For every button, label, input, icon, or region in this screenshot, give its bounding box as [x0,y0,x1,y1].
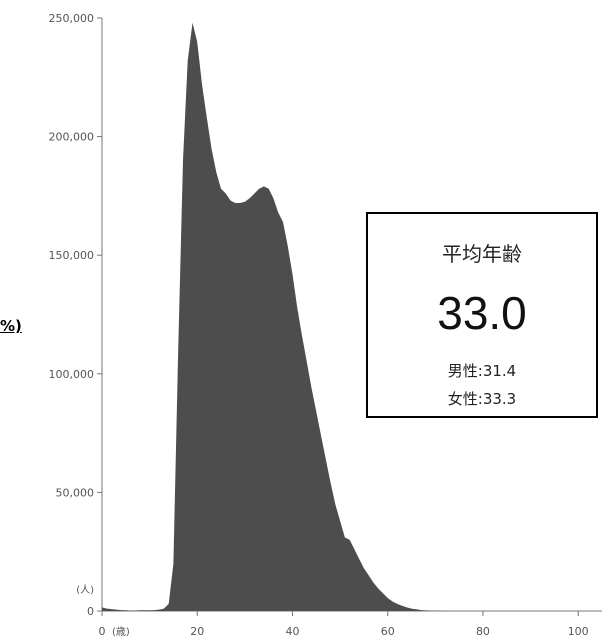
x-tick-label: 20 [190,625,204,638]
y-tick-label: 0 [87,605,94,618]
x-unit-label: (歳) [112,626,130,638]
x-tick-label: 80 [476,625,490,638]
y-tick-label: 250,000 [49,12,95,25]
average-age-title: 平均年齢 [442,242,522,266]
female-average-age: 女性:33.3 [447,390,517,408]
y-tick-label: 200,000 [49,131,95,144]
y-tick-label: 50,000 [56,486,95,499]
y-tick-label: 100,000 [49,368,95,381]
x-axis-ticks: 0 20 40 60 80 100 [99,611,589,638]
average-age-value: 33.0 [437,287,527,339]
x-tick-label: 0 [99,625,106,638]
x-tick-label: 100 [568,625,589,638]
male-average-age: 男性:31.4 [447,362,517,380]
y-axis-ticks: 0 50,000 100,000 150,000 200,000 250,000 [49,12,102,618]
y-tick-label: 150,000 [49,249,95,262]
average-age-box: 平均年齢 33.0 男性:31.4 女性:33.3 [366,212,598,418]
population-area [102,22,602,611]
x-tick-label: 40 [285,625,299,638]
y-unit-label: (人) [76,584,94,596]
edge-label: %) [0,317,22,335]
x-tick-label: 60 [381,625,395,638]
